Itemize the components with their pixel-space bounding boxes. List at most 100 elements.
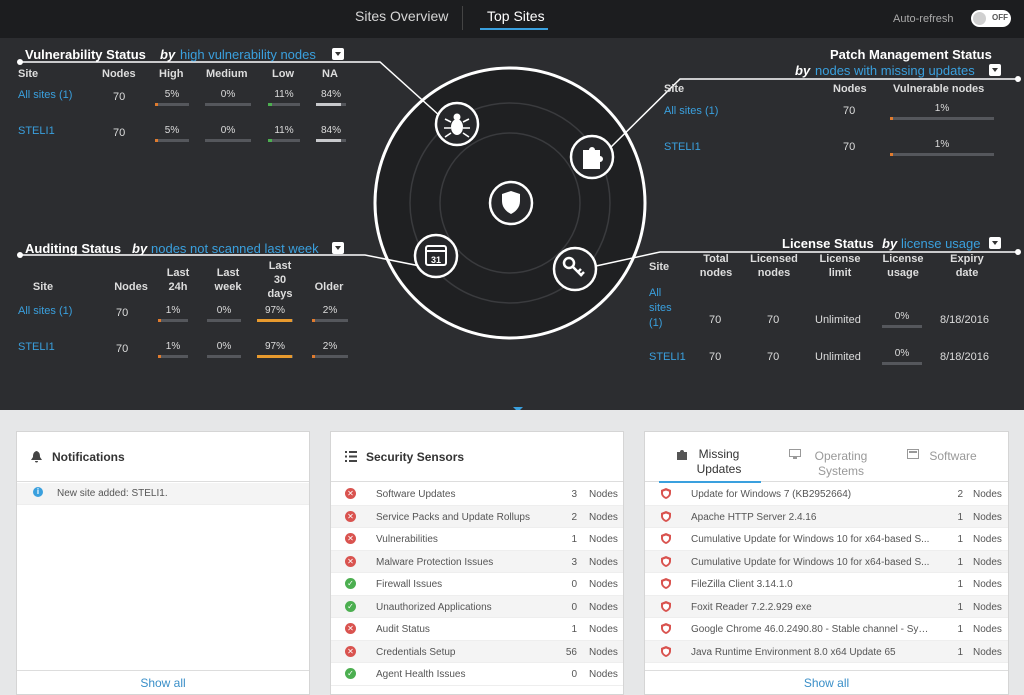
- vuln-pct: 5%: [164, 89, 180, 100]
- vuln-header: Medium: [206, 68, 248, 80]
- update-row[interactable]: Apache HTTP Server 2.4.16 1 Nodes: [645, 505, 1008, 528]
- update-row[interactable]: FileZilla Client 3.14.1.0 1 Nodes: [645, 573, 1008, 596]
- vuln-bar: [205, 139, 251, 142]
- sensor-row[interactable]: ✓ Unauthorized Applications 0 Nodes: [331, 595, 623, 618]
- calendar-icon[interactable]: 31: [413, 233, 459, 279]
- tab-os-line1: Operating: [814, 449, 868, 463]
- vuln-connector-dot: [17, 59, 23, 65]
- vuln-bar: [268, 139, 300, 142]
- license-connector-dot: [1015, 249, 1021, 255]
- sensor-row[interactable]: ✕ Software Updates 3 Nodes: [331, 483, 623, 506]
- license-dropdown-icon[interactable]: [989, 237, 1001, 249]
- notifications-show-all[interactable]: Show all: [17, 670, 309, 694]
- audit-dropdown-icon[interactable]: [332, 242, 344, 254]
- vuln-dropdown-icon[interactable]: [332, 48, 344, 60]
- vuln-bar: [268, 103, 300, 106]
- error-icon: ✕: [345, 645, 356, 657]
- collapse-caret-icon[interactable]: [513, 407, 523, 410]
- sensor-row[interactable]: ✓ Agent Health Issues 0 Nodes: [331, 663, 623, 686]
- sensor-unit: Nodes: [589, 601, 618, 613]
- puzzle-icon[interactable]: [569, 134, 615, 180]
- notification-item[interactable]: i New site added: STELI1.: [17, 483, 309, 505]
- shield-icon[interactable]: [488, 180, 534, 226]
- tab-sites-overview[interactable]: Sites Overview: [355, 8, 449, 24]
- sensor-row[interactable]: ✓ Firewall Issues 0 Nodes: [331, 573, 623, 596]
- audit-pct: 0%: [216, 341, 232, 352]
- sensor-count: 3: [571, 489, 577, 500]
- license-header: License usage: [882, 253, 924, 279]
- audit-bar-fill: [158, 355, 161, 358]
- audit-header: Last 30 days: [267, 260, 293, 300]
- software-icon: [907, 449, 919, 459]
- shield-warning-icon: [661, 533, 671, 547]
- sensor-row[interactable]: ✕ Credentials Setup 56 Nodes: [331, 640, 623, 663]
- audit-filter-link[interactable]: nodes not scanned last week: [151, 241, 319, 256]
- sensor-name: Software Updates: [376, 489, 456, 500]
- vuln-pct: 84%: [320, 125, 341, 136]
- sensor-name: Firewall Issues: [376, 579, 443, 590]
- inner-ring: [439, 132, 581, 274]
- top-bar: Sites Overview Top Sites Auto-refresh OF…: [0, 0, 1024, 38]
- audit-header: Last 24h: [166, 267, 190, 293]
- updates-show-all[interactable]: Show all: [645, 670, 1008, 694]
- vuln-bar: [316, 139, 346, 142]
- patch-dropdown-icon[interactable]: [989, 64, 1001, 76]
- update-row[interactable]: Cumulative Update for Windows 10 for x64…: [645, 550, 1008, 573]
- tab-top-sites[interactable]: Top Sites: [487, 8, 545, 24]
- audit-site-link[interactable]: STELI1: [18, 341, 55, 353]
- update-unit: Nodes: [973, 601, 1002, 613]
- license-connector: [595, 251, 1018, 267]
- missing-updates-panel: Missing Updates Operating Systems Softwa…: [644, 431, 1009, 695]
- vuln-nodes: 70: [113, 127, 126, 139]
- update-row[interactable]: Google Chrome 46.0.2490.80 - Stable chan…: [645, 618, 1008, 641]
- vuln-bar-fill: [316, 139, 342, 142]
- patch-site-link[interactable]: All sites (1): [664, 105, 719, 117]
- license-site-link[interactable]: All sites (1): [649, 287, 672, 329]
- sensor-row[interactable]: ✕ Malware Protection Issues 3 Nodes: [331, 550, 623, 573]
- calendar-day: 31: [431, 255, 441, 265]
- sensor-count: 0: [571, 601, 577, 613]
- radar-graphic: 31: [17, 59, 1021, 340]
- update-count: 1: [957, 556, 963, 568]
- audit-connector: [20, 254, 421, 267]
- update-row[interactable]: Update for Windows 7 (KB2952664) 2 Nodes: [645, 483, 1008, 506]
- sensor-row[interactable]: ✕ Audit Status 1 Nodes: [331, 618, 623, 641]
- shield-warning-icon: [661, 510, 671, 525]
- update-row[interactable]: Foxit Reader 7.2.2.929 exe 1 Nodes: [645, 595, 1008, 618]
- vuln-header: Nodes: [102, 68, 136, 80]
- license-filter-link[interactable]: license usage: [901, 236, 981, 251]
- vuln-bar: [155, 139, 189, 142]
- vuln-bar-fill: [268, 139, 272, 142]
- vuln-site-link[interactable]: STELI1: [18, 125, 55, 137]
- update-unit: Nodes: [973, 511, 1002, 523]
- update-row[interactable]: Java Runtime Environment 8.0 x64 Update …: [645, 640, 1008, 663]
- bug-icon[interactable]: [434, 101, 480, 147]
- sensor-unit: Nodes: [589, 511, 618, 523]
- sensor-row[interactable]: ✕ Service Packs and Update Rollups 2 Nodes: [331, 505, 623, 528]
- license-site-link[interactable]: STELI1: [649, 351, 686, 363]
- shield-warning-icon: [661, 578, 671, 592]
- sensor-unit: Nodes: [589, 489, 618, 500]
- update-unit: Nodes: [973, 646, 1002, 658]
- update-name: Cumulative Update for Windows 10 for x64…: [691, 556, 930, 568]
- update-row[interactable]: Cumulative Update for Windows 10 for x64…: [645, 528, 1008, 551]
- audit-pct: 1%: [165, 305, 181, 316]
- auto-refresh-toggle[interactable]: OFF: [971, 10, 1011, 27]
- sensor-name: Audit Status: [376, 624, 430, 635]
- patch-filter-link[interactable]: nodes with missing updates: [815, 63, 975, 78]
- key-icon[interactable]: [552, 246, 598, 292]
- audit-title: Auditing Status: [25, 241, 122, 256]
- sensor-row[interactable]: ✕ Vulnerabilities 1 Nodes: [331, 528, 623, 551]
- audit-site-link[interactable]: All sites (1): [18, 305, 73, 317]
- sensor-count: 2: [571, 511, 577, 523]
- patch-bar: [890, 153, 994, 156]
- update-unit: Nodes: [973, 556, 1002, 568]
- vuln-filter-link[interactable]: high vulnerability nodes: [180, 47, 316, 62]
- vuln-site-link[interactable]: All sites (1): [18, 89, 73, 101]
- license-header: Expiry date: [950, 253, 984, 279]
- sensor-unit: Nodes: [589, 579, 618, 590]
- audit-bar: [257, 355, 293, 358]
- error-icon: ✕: [345, 555, 356, 567]
- vuln-nodes: 70: [113, 91, 126, 103]
- patch-site-link[interactable]: STELI1: [664, 141, 701, 153]
